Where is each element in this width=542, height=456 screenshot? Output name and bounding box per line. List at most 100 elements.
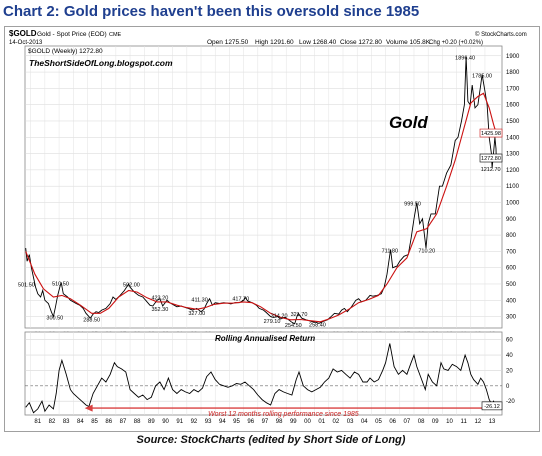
- price-label: 711.80: [382, 248, 398, 254]
- return-x-tick: 97: [262, 419, 269, 425]
- brand-label: © StockCharts.com: [475, 31, 527, 38]
- price-y-tick: 1300: [506, 152, 520, 158]
- price-y-tick: 900: [506, 217, 517, 223]
- price-y-tick: 1500: [506, 119, 520, 125]
- return-x-tick: 06: [389, 419, 396, 425]
- return-y-tick: 20: [506, 368, 513, 374]
- price-y-tick: 1900: [506, 54, 520, 60]
- annotation-text: Worst 12 months rolling performance sinc…: [208, 411, 359, 418]
- return-x-tick: 05: [375, 419, 382, 425]
- return-x-tick: 92: [191, 419, 198, 425]
- return-x-tick: 02: [333, 419, 340, 425]
- price-y-tick: 1600: [506, 103, 520, 109]
- return-x-tick: 93: [205, 419, 212, 425]
- annotation-arrow-head: [84, 404, 93, 412]
- gold-big-label: Gold: [389, 113, 428, 132]
- change-value: Chg +0.20 (+0.02%): [429, 40, 483, 46]
- return-x-tick: 94: [219, 419, 226, 425]
- price-label: 1896.40: [455, 55, 475, 61]
- return-y-ticks: -20 0 20 40 60: [506, 338, 515, 405]
- exchange-label: CME: [109, 32, 122, 38]
- price-label: 288.50: [83, 317, 100, 323]
- price-label: 710.20: [418, 249, 435, 255]
- open-value: Open 1275.50: [207, 39, 249, 46]
- price-tag-box: [479, 153, 503, 163]
- symbol-label: $GOLD: [9, 29, 37, 38]
- return-y-tick: 60: [506, 338, 513, 344]
- series-label: $GOLD (Weekly) 1272.80: [28, 48, 103, 55]
- price-label: 501.50: [18, 283, 35, 289]
- price-y-tick: 400: [506, 298, 517, 304]
- price-label: 423.20: [151, 296, 168, 302]
- return-x-tick: 01: [318, 419, 325, 425]
- price-y-tick: 500: [506, 282, 517, 288]
- rolling-return-line: [25, 343, 497, 414]
- price-tag-box: [479, 128, 503, 138]
- price-label: 1785.00: [472, 74, 492, 80]
- price-label: 258.40: [309, 322, 326, 328]
- return-panel: [24, 331, 503, 416]
- return-x-tick: 99: [290, 419, 297, 425]
- source-caption: Source: StockCharts (edited by Short Sid…: [136, 434, 406, 446]
- price-label: 411.30: [191, 297, 207, 303]
- return-y-tick: 0: [506, 384, 510, 390]
- blog-label: TheShortSideOfLong.blogspot.com: [29, 58, 173, 68]
- price-y-ticks: 300 400 500 600 700 800 900 1000 1100 1200 1300 140…: [506, 54, 520, 321]
- low-value: Low 1268.40: [299, 39, 337, 46]
- return-x-tick: 13: [489, 419, 496, 425]
- price-label: 417.70: [232, 296, 249, 302]
- price-y-tick: 1800: [506, 70, 520, 76]
- instrument-name: Gold - Spot Price (EOD): [37, 31, 107, 38]
- close-value: Close 1272.80: [340, 39, 382, 46]
- return-tag-label: -26.12: [484, 404, 500, 410]
- return-x-tick: 10: [446, 419, 453, 425]
- return-panel-title: Rolling Annualised Return: [215, 334, 315, 343]
- return-grid: [25, 332, 502, 415]
- date-label: 14-Oct-2013: [9, 40, 43, 46]
- return-x-tick: 11: [461, 419, 468, 425]
- price-annotations: 501.50 510.50 300.50 288.50 502.00 423.20 352.…: [18, 55, 501, 329]
- return-x-tick: 95: [233, 419, 240, 425]
- return-x-tick: 09: [432, 419, 439, 425]
- price-label: 327.00: [188, 311, 205, 317]
- return-x-tick: 86: [105, 419, 112, 425]
- price-y-tick: 1100: [506, 184, 520, 190]
- return-x-tick: 81: [34, 419, 41, 425]
- return-x-tick: 83: [63, 419, 70, 425]
- return-x-tick: 85: [91, 419, 98, 425]
- price-label: 254.50: [285, 323, 302, 329]
- return-x-tick: 00: [304, 419, 311, 425]
- price-label: 314.20: [271, 313, 288, 319]
- return-lines: [25, 343, 497, 414]
- volume-value: Volume 105.8K: [386, 39, 431, 46]
- return-x-tick: 07: [404, 419, 411, 425]
- return-x-tick: 90: [162, 419, 169, 425]
- price-y-tick: 1000: [506, 200, 520, 206]
- price-label: 321.70: [291, 312, 308, 318]
- chart-frame: $GOLD Gold - Spot Price (EOD) CME 14-Oct…: [4, 26, 540, 432]
- return-x-tick: 08: [418, 419, 425, 425]
- return-y-tick: 40: [506, 353, 513, 359]
- price-label: 279.10: [264, 319, 281, 325]
- moving-average-line: [25, 92, 497, 323]
- price-tag-label: 1272.80: [481, 156, 501, 162]
- chart-svg: $GOLD Gold - Spot Price (EOD) CME 14-Oct…: [9, 29, 527, 425]
- price-panel: [24, 45, 503, 329]
- price-y-tick: 600: [506, 266, 517, 272]
- return-x-tick: 82: [49, 419, 56, 425]
- return-x-tick: 96: [247, 419, 254, 425]
- price-y-tick: 1200: [506, 168, 520, 174]
- return-x-tick: 84: [77, 419, 84, 425]
- price-y-tick: 1400: [506, 135, 520, 141]
- price-label: 502.00: [123, 283, 140, 289]
- return-x-tick: 98: [276, 419, 283, 425]
- return-y-tick: -20: [506, 399, 515, 405]
- return-right-tags: -26.12: [481, 401, 503, 411]
- price-y-tick: 1700: [506, 86, 520, 92]
- price-label: 1212.70: [481, 167, 501, 173]
- high-value: High 1291.60: [255, 39, 294, 46]
- return-x-tick: 87: [120, 419, 127, 425]
- price-y-tick: 800: [506, 233, 517, 239]
- return-x-tick: 03: [347, 419, 354, 425]
- price-label: 300.50: [46, 316, 63, 322]
